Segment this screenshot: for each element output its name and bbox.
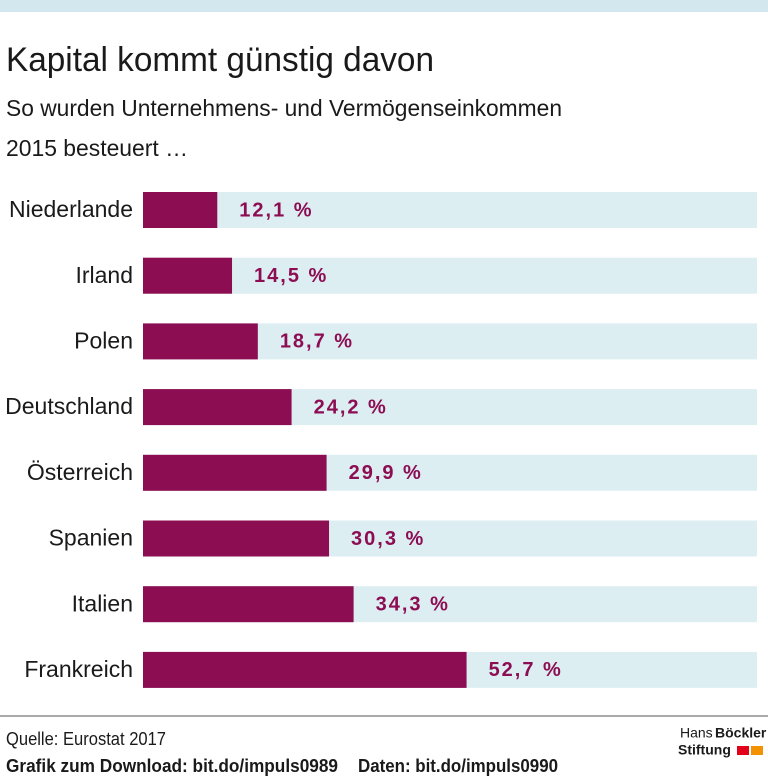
- value-label: 24,2 %: [314, 396, 388, 418]
- category-label: Niederlande: [9, 196, 133, 222]
- bar: [143, 651, 467, 688]
- category-label: Italien: [72, 590, 133, 616]
- value-label: 52,7 %: [489, 659, 563, 681]
- bar: [143, 520, 330, 557]
- bar: [143, 323, 258, 360]
- logo-text: Stiftung: [678, 742, 731, 758]
- data-link: Daten: bit.do/impuls0990: [358, 756, 558, 776]
- logo-square: [737, 746, 749, 755]
- value-label: 14,5 %: [254, 265, 328, 287]
- category-label: Deutschland: [5, 393, 133, 419]
- bar-track: [143, 257, 757, 294]
- bar-track: [143, 192, 757, 228]
- logo-text: Hans: [680, 725, 713, 741]
- bar: [143, 389, 292, 426]
- category-label: Polen: [74, 327, 133, 353]
- chart-subtitle: 2015 besteuert …: [6, 135, 188, 161]
- logo-text: Böckler: [715, 725, 767, 741]
- chart-title: Kapital kommt günstig davon: [6, 41, 434, 79]
- bar: [143, 454, 327, 491]
- value-label: 30,3 %: [351, 528, 425, 550]
- value-label: 18,7 %: [280, 331, 354, 353]
- source: Quelle: Eurostat 2017: [6, 729, 166, 749]
- logo-square: [751, 746, 763, 755]
- top-strip: [0, 0, 768, 12]
- value-label: 12,1 %: [239, 199, 313, 221]
- category-label: Spanien: [49, 525, 133, 551]
- category-label: Frankreich: [24, 656, 133, 682]
- category-label: Irland: [75, 262, 133, 288]
- category-label: Österreich: [27, 459, 133, 485]
- value-label: 34,3 %: [376, 593, 450, 615]
- bar: [143, 586, 354, 623]
- download-link: Grafik zum Download: bit.do/impuls0989: [6, 756, 338, 776]
- chart-subtitle: So wurden Unternehmens- und Vermögensein…: [6, 95, 562, 121]
- bar: [143, 257, 233, 294]
- value-label: 29,9 %: [349, 462, 423, 484]
- bar: [143, 192, 218, 228]
